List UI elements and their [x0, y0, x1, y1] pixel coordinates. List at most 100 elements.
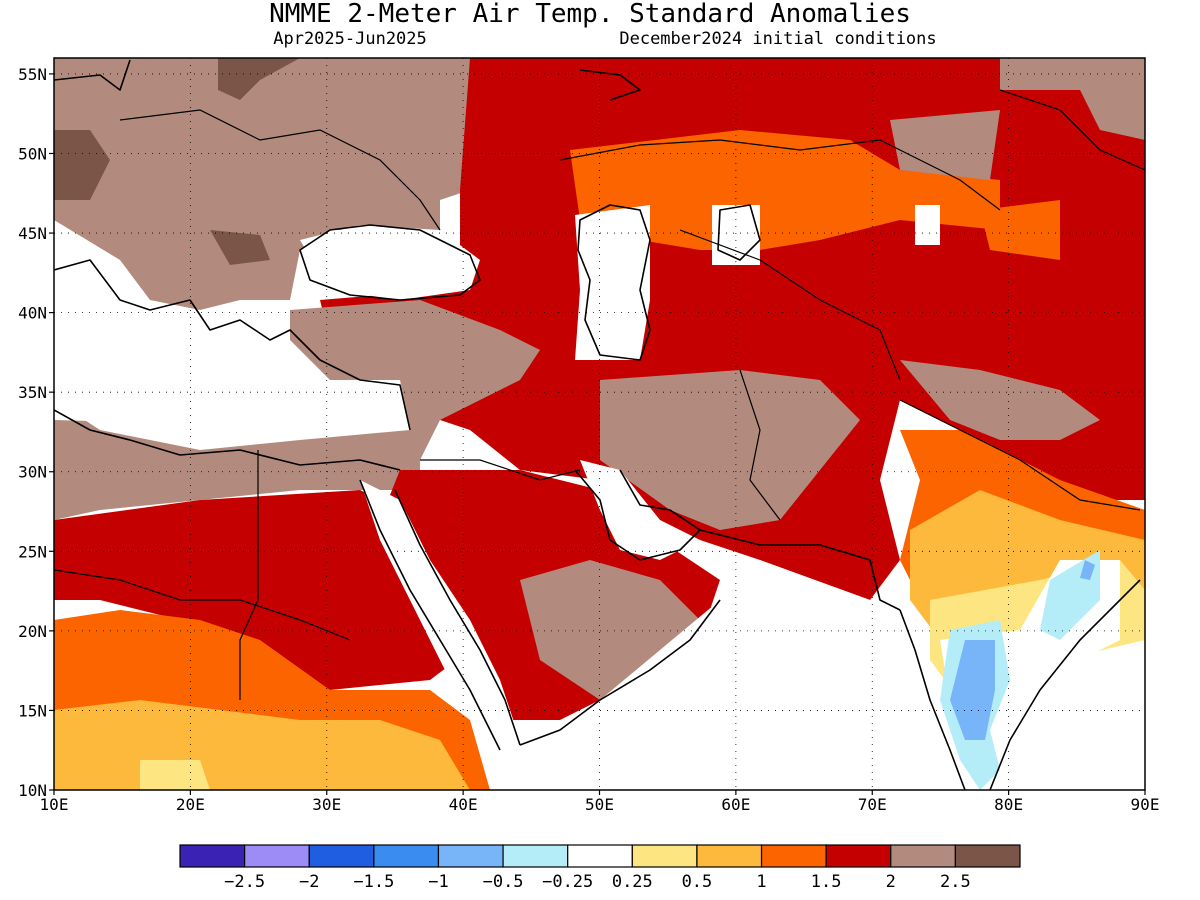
- shade-himalaya-brown: [900, 360, 1100, 440]
- lon-tick-label: 80E: [994, 795, 1023, 814]
- colorbar-swatch: [179, 844, 246, 868]
- lon-tick-label: 40E: [449, 795, 478, 814]
- colorbar-swatch: [502, 844, 569, 868]
- shade-europe-darkbrown-2: [54, 130, 110, 200]
- lon-tick-label: 10E: [40, 795, 69, 814]
- coast-arabia-south: [519, 599, 721, 746]
- border-saudi: [420, 459, 581, 481]
- colorbar-label: −0.25: [542, 872, 593, 892]
- coast-red-sea-west: [359, 479, 501, 751]
- lat-tick-label: 20N: [18, 622, 47, 641]
- coast-mediterranean-north: [54, 259, 411, 431]
- lon-tick-label: 30E: [312, 795, 341, 814]
- shade-east-blue: [1080, 560, 1095, 580]
- persian-gulf: [580, 460, 700, 560]
- coast-baltic: [54, 59, 131, 91]
- colorbar-swatch: [631, 844, 698, 868]
- colorbar-swatch: [760, 844, 827, 868]
- mediterranean-sea: [54, 310, 410, 450]
- lat-tick-label: 30N: [18, 463, 47, 482]
- colorbar-label: −2: [299, 872, 319, 892]
- lat-tick-label: 50N: [18, 144, 47, 163]
- political-borders: [54, 89, 1145, 700]
- border-iran-afghan: [739, 369, 781, 521]
- lat-tick-label: 45N: [18, 224, 47, 243]
- shade-kazakh-orange: [570, 130, 1000, 250]
- colorbar-swatch: [308, 844, 375, 868]
- red-sea: [360, 480, 520, 760]
- shade-iran-brown: [600, 370, 860, 530]
- coast-aral: [717, 204, 761, 261]
- colorbar-swatch: [567, 844, 633, 868]
- border-europe: [119, 109, 441, 231]
- arabian-sea: [520, 560, 940, 790]
- lat-tick-label: 25N: [18, 542, 47, 561]
- lon-tick-label: 60E: [721, 795, 750, 814]
- border-india-china: [899, 399, 1141, 511]
- coast-arctic-white-sea: [579, 69, 641, 101]
- colorbar-swatch: [890, 844, 956, 868]
- lon-tick-label: 20E: [176, 795, 205, 814]
- colorbar-swatch: [373, 844, 440, 868]
- lat-tick-label: 55N: [18, 65, 47, 84]
- balkhash-lake: [915, 205, 940, 245]
- border-sahel: [54, 569, 351, 641]
- colorbar: −2.5 −2 −1.5 −1 −0.5 −0.25 0.25 0.5 1 1.5 2 2.5: [179, 844, 1021, 892]
- lat-tick-label: 10N: [18, 781, 47, 800]
- colorbar-label: 0.5: [682, 872, 713, 892]
- coast-north-africa: [54, 409, 401, 471]
- colorbar-label: −0.5: [483, 872, 524, 892]
- colorbar-swatch: [244, 844, 310, 868]
- border-central-asia: [679, 229, 901, 381]
- shade-india-blue: [950, 640, 995, 740]
- shade-europe-brown: [54, 58, 470, 310]
- shade-sahel-yellow: [140, 760, 210, 790]
- header: NMME 2-Meter Air Temp. Standard Anomalie…: [269, 0, 937, 49]
- forecast-period: Apr2025-Jun2025: [273, 29, 427, 49]
- coast-red-sea-east: [394, 489, 521, 746]
- axis-ticks: 10N 15N 20N 25N 30N 35N 40N 45N 50N 55N 10E 20E 30E 4…: [18, 65, 1159, 814]
- coast-iran-pakistan: [699, 529, 901, 611]
- lat-tick-label: 15N: [18, 701, 47, 720]
- coast-caspian: [577, 204, 651, 361]
- coast-persian-gulf: [574, 469, 701, 561]
- colorbar-label: 1: [756, 872, 766, 892]
- colorbar-swatch: [825, 844, 892, 868]
- aral-sea: [712, 205, 760, 265]
- colorbar-label: −1: [428, 872, 448, 892]
- shade-siberia-brown: [1000, 58, 1145, 140]
- shade-siberia-brown-2: [890, 110, 1000, 180]
- coast-black-sea: [299, 224, 481, 301]
- coastlines: [54, 59, 1141, 790]
- anomaly-shading: [54, 58, 1145, 790]
- colorbar-label: 2.5: [940, 872, 971, 892]
- caspian-sea: [575, 205, 650, 360]
- gridlines: [54, 58, 1145, 790]
- lat-tick-label: 40N: [18, 304, 47, 323]
- colorbar-label: 2: [886, 872, 896, 892]
- shade-nafrica-red: [54, 490, 480, 690]
- colorbar-swatch: [437, 844, 504, 868]
- colorbar-label: 0.25: [612, 872, 653, 892]
- border-russia-kaz: [559, 139, 1001, 211]
- lon-tick-label: 50E: [585, 795, 614, 814]
- initial-conditions: December2024 initial conditions: [619, 29, 936, 49]
- black-sea: [300, 225, 480, 300]
- shade-balkan-darkbrown: [210, 230, 270, 265]
- colorbar-label: −1.5: [353, 872, 394, 892]
- lat-tick-label: 35N: [18, 383, 47, 402]
- colorbar-swatch: [954, 844, 1021, 868]
- colorbar-label: 1.5: [811, 872, 842, 892]
- coast-india-west: [899, 609, 966, 790]
- lon-tick-label: 70E: [858, 795, 887, 814]
- coast-india-east: [989, 579, 1141, 790]
- shade-east-orange: [980, 200, 1060, 260]
- colorbar-label: −2.5: [224, 872, 265, 892]
- border-china-mongolia: [999, 89, 1145, 171]
- colorbar-swatch: [696, 844, 763, 868]
- map-title: NMME 2-Meter Air Temp. Standard Anomalie…: [269, 0, 911, 29]
- map-panel: [54, 58, 1145, 790]
- border-egypt-libya: [239, 450, 259, 700]
- shade-europe-darkbrown: [218, 58, 300, 100]
